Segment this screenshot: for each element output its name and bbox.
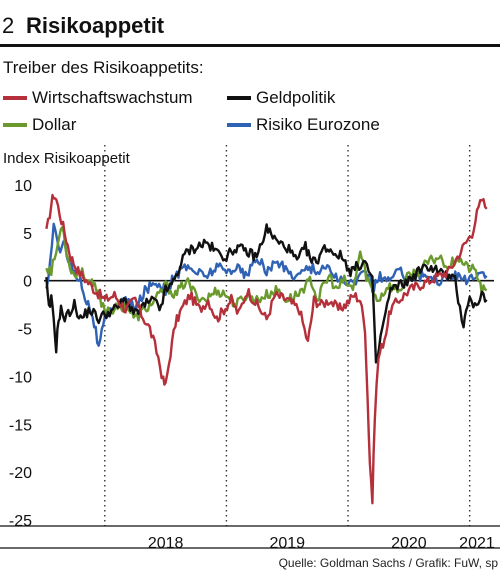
chart-header: 2 Risikoappetit [0, 6, 500, 46]
legend-label: Risiko Eurozone [256, 115, 380, 134]
y-tick-label: 10 [14, 178, 32, 195]
legend-item-wirtschaftswachstum: Wirtschaftswachstum [3, 88, 193, 108]
legend-heading: Treiber des Risikoappetits: [3, 58, 204, 77]
y-tick-label: 0 [23, 274, 32, 291]
chart-title: Risikoappetit [26, 13, 165, 38]
legend-label: Dollar [32, 115, 77, 134]
legend: Wirtschaftswachstum Geldpolitik Dollar R… [0, 88, 500, 138]
x-tick-label: 2018 [148, 535, 184, 552]
y-tick-label: -20 [9, 465, 32, 482]
legend-label: Wirtschaftswachstum [32, 88, 193, 107]
source-note: Quelle: Goldman Sachs / Grafik: FuW, sp [278, 556, 498, 570]
legend-swatch [227, 123, 251, 127]
title-rule [0, 44, 500, 47]
y-axis-label: Index Risikoappetit [3, 150, 130, 167]
x-tick-label: 2021 [459, 535, 495, 552]
legend-swatch [3, 96, 27, 100]
y-tick-label: -25 [9, 513, 32, 530]
x-tick-label: 2019 [269, 535, 305, 552]
legend-swatch [3, 123, 27, 127]
y-tick-label: -5 [18, 322, 32, 339]
y-tick-label: 5 [23, 226, 32, 243]
y-tick-label: -10 [9, 369, 32, 386]
chart-number: 2 [2, 13, 15, 38]
series-wirtschaftswachstum [45, 193, 488, 505]
legend-label: Geldpolitik [256, 88, 336, 107]
legend-item-risiko-eurozone: Risiko Eurozone [227, 115, 380, 135]
legend-item-geldpolitik: Geldpolitik [227, 88, 335, 108]
legend-item-dollar: Dollar [3, 115, 76, 135]
series-risiko-eurozone [45, 222, 488, 347]
y-tick-label: -15 [9, 417, 32, 434]
series-geldpolitik [45, 223, 488, 364]
legend-swatch [227, 96, 251, 100]
x-tick-label: 2020 [391, 535, 427, 552]
